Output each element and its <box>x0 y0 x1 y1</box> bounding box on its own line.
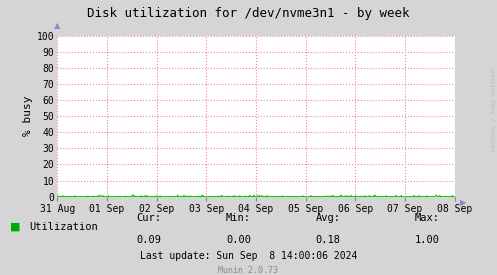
Text: Max:: Max: <box>415 213 440 223</box>
Text: Min:: Min: <box>226 213 251 223</box>
Text: 1.00: 1.00 <box>415 235 440 245</box>
Text: 0.00: 0.00 <box>226 235 251 245</box>
Text: ▲: ▲ <box>54 21 61 30</box>
Text: Munin 2.0.73: Munin 2.0.73 <box>219 266 278 275</box>
Text: Last update: Sun Sep  8 14:00:06 2024: Last update: Sun Sep 8 14:00:06 2024 <box>140 251 357 261</box>
Text: Disk utilization for /dev/nvme3n1 - by week: Disk utilization for /dev/nvme3n1 - by w… <box>87 7 410 20</box>
Text: ▶: ▶ <box>460 198 466 207</box>
Text: 0.09: 0.09 <box>137 235 162 245</box>
Text: Avg:: Avg: <box>316 213 340 223</box>
Text: Utilization: Utilization <box>29 222 97 232</box>
Y-axis label: % busy: % busy <box>22 96 33 136</box>
Text: 0.18: 0.18 <box>316 235 340 245</box>
Text: Cur:: Cur: <box>137 213 162 223</box>
Text: RRDTOOL / TOBI OETIKER: RRDTOOL / TOBI OETIKER <box>491 69 496 151</box>
Text: ■: ■ <box>10 222 20 232</box>
